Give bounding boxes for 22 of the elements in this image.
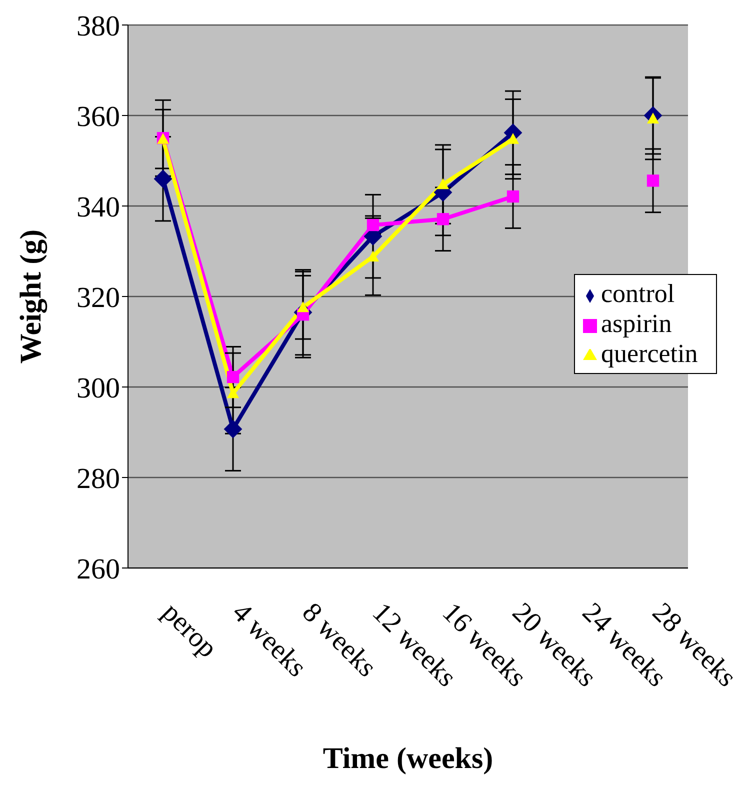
point xyxy=(506,190,520,203)
point xyxy=(227,387,239,398)
point xyxy=(366,218,380,232)
legend-label: control xyxy=(601,279,675,308)
point xyxy=(436,213,450,226)
x-axis-title: Time (weeks) xyxy=(322,742,494,775)
y-tick-label: 320 xyxy=(76,282,120,314)
point xyxy=(154,170,172,188)
y-tick-label: 260 xyxy=(76,553,120,586)
y-tick-label: 380 xyxy=(76,10,120,42)
y-tick-label: 300 xyxy=(76,372,120,404)
point xyxy=(646,174,660,187)
point xyxy=(297,301,309,312)
point xyxy=(437,178,449,190)
legend-label: aspirin xyxy=(601,309,672,338)
point xyxy=(224,420,242,438)
y-axis-title: Weight (g) xyxy=(14,229,48,364)
y-tick-label: 280 xyxy=(76,462,120,495)
point xyxy=(226,370,240,384)
y-tick-label: 360 xyxy=(76,100,120,133)
y-tick-label: 340 xyxy=(76,191,120,224)
legend-label: quercetin xyxy=(601,339,698,368)
